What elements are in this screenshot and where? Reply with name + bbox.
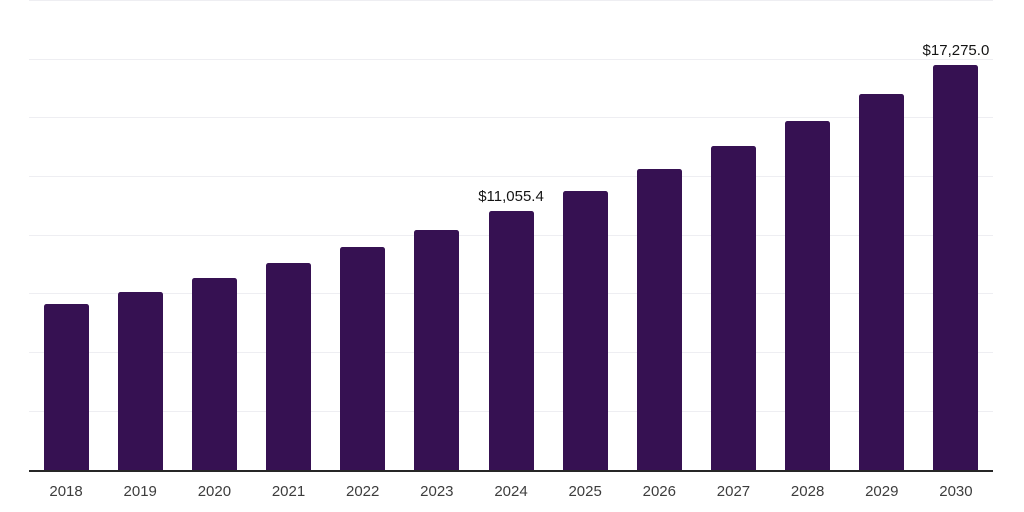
x-tick-2028: 2028: [790, 483, 825, 500]
x-tick-2029: 2029: [865, 483, 899, 500]
bar-2027: [710, 146, 756, 471]
bar-2025: [562, 190, 608, 471]
x-axis-line: [29, 470, 993, 472]
bar-2028: [785, 121, 831, 471]
x-tick-2021: 2021: [271, 483, 306, 500]
bar-2021: [266, 262, 312, 471]
x-tick-2023: 2023: [420, 483, 454, 500]
plot-area: $11,055.4 $17,275.0: [29, 0, 993, 472]
gridline-17500: [29, 58, 993, 60]
x-tick-2018: 2018: [49, 483, 83, 500]
gridline-12500: [29, 176, 993, 178]
bar-2019: [117, 291, 163, 471]
data-label-2024: $11,055.4: [478, 187, 544, 205]
bar-2030: [933, 64, 979, 471]
x-tick-2027: 2027: [716, 483, 751, 500]
bar-2018: [43, 304, 89, 471]
bar-2026: [636, 169, 682, 471]
bar-2023: [414, 229, 460, 471]
x-tick-2019: 2019: [123, 483, 157, 500]
x-axis-tick-labels: 2018 2019 2020 2021 2022 2023 2024 2025 2026 2027…: [29, 483, 993, 505]
x-tick-2024: 2024: [494, 483, 528, 500]
gridline-20000: [29, 0, 993, 1]
x-tick-2026: 2026: [642, 483, 676, 500]
bar-2020: [191, 277, 237, 471]
x-tick-2030: 2030: [939, 483, 973, 500]
x-tick-2025: 2025: [568, 483, 602, 500]
x-tick-2020: 2020: [197, 483, 232, 500]
x-tick-2022: 2022: [346, 483, 380, 500]
bar-2024: [488, 210, 534, 471]
gridline-15000: [29, 117, 993, 119]
data-label-2030: $17,275.0: [922, 41, 990, 59]
bar-2022: [340, 246, 386, 471]
bar-2029: [859, 94, 905, 471]
